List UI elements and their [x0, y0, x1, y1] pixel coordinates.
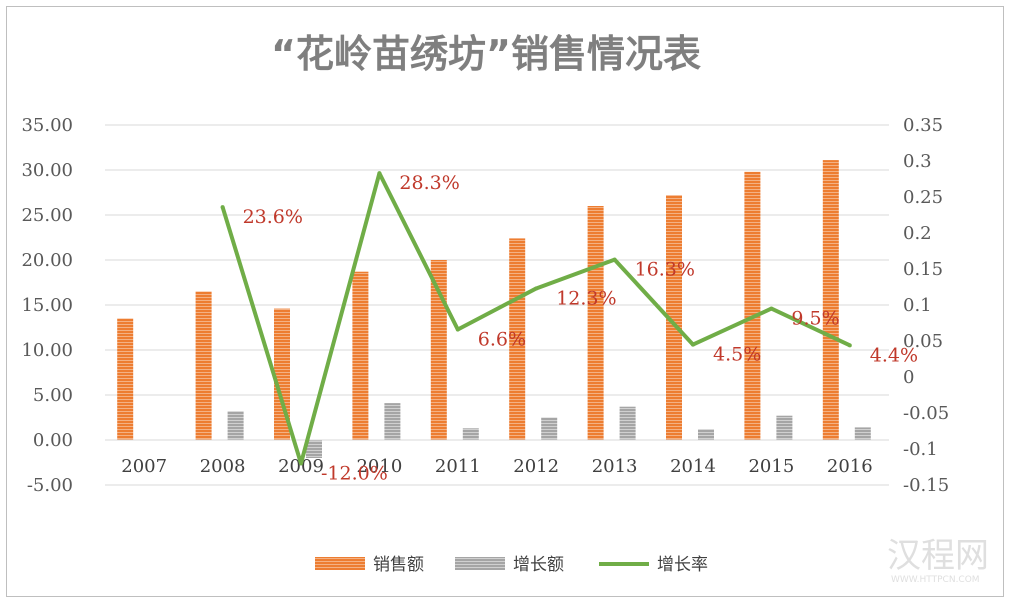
growth-rate-label: 16.3% [635, 259, 695, 281]
growth-rate-label: 9.5% [791, 308, 839, 330]
growth-amount-bar [462, 428, 479, 440]
right-tick-label: 0.2 [903, 223, 932, 244]
growth-rate-point [455, 327, 460, 332]
category-label: 2012 [513, 456, 559, 477]
right-tick-label: 0.05 [903, 331, 943, 352]
growth-amount-bar [384, 403, 401, 440]
right-tick-label: 0.1 [903, 295, 932, 316]
chart-title: “花岭苗绣坊”销售情况表 [271, 32, 701, 76]
growth-rate-label: 4.5% [713, 344, 761, 366]
category-label: 2008 [200, 456, 246, 477]
data-labels: 23.6% -12.0% 28.3% 6.6% 12.3% 16.3% 4.5% 9.5% 4.… [243, 172, 918, 484]
category-label: 2016 [827, 456, 873, 477]
watermark-text: 汉程网 [887, 536, 989, 576]
sales-bar [195, 291, 212, 440]
watermark: 汉程网 WWW.HTTPCN.COM [887, 536, 989, 585]
left-tick-label: 15.00 [21, 295, 73, 316]
growth-rate-label: 12.3% [556, 287, 616, 309]
left-tick-label: 5.00 [33, 385, 73, 406]
growth-amount-bar [698, 429, 714, 440]
left-tick-label: -5.00 [27, 475, 73, 496]
category-label: 2015 [748, 456, 794, 477]
sales-bar [666, 195, 682, 440]
growth-rate-label: 23.6% [243, 206, 303, 228]
growth-amount-bar [227, 411, 244, 440]
category-label: 2014 [670, 456, 716, 477]
legend-label: 销售额 [373, 555, 424, 575]
sales-bar [509, 238, 526, 440]
bars [117, 160, 871, 458]
chart-frame: “花岭苗绣坊”销售情况表 -5.00 0.00 5.00 10.00 15.00 20.0… [6, 6, 1004, 597]
growth-rate-line [220, 171, 852, 466]
sales-bar [822, 160, 839, 440]
sales-bar [587, 206, 604, 440]
legend-label: 增长额 [513, 555, 564, 575]
left-tick-label: 30.00 [21, 160, 73, 181]
category-label: 2007 [121, 456, 167, 477]
growth-rate-point [612, 257, 617, 262]
legend-label: 增长率 [657, 555, 708, 575]
left-tick-label: 20.00 [21, 250, 73, 271]
sales-bar [274, 308, 290, 440]
left-axis-ticks: -5.00 0.00 5.00 10.00 15.00 20.00 25.00 30.00 35… [21, 115, 73, 496]
growth-rate-point [377, 171, 382, 176]
sales-bar [352, 271, 369, 440]
chart: “花岭苗绣坊”销售情况表 -5.00 0.00 5.00 10.00 15.00 20.0… [21, 32, 989, 585]
sales-bar [117, 318, 134, 440]
left-tick-label: 35.00 [21, 115, 73, 136]
growth-rate-point [691, 342, 695, 347]
growth-rate-label: -12.0% [321, 462, 388, 484]
growth-rate-point [769, 306, 774, 311]
gridlines [105, 124, 889, 486]
left-tick-label: 25.00 [21, 205, 73, 226]
right-tick-label: 0.15 [903, 259, 943, 280]
growth-rate-point [534, 286, 539, 291]
category-label: 2011 [435, 456, 481, 477]
growth-rate-label: 28.3% [399, 172, 459, 194]
growth-amount-bar [541, 417, 558, 440]
legend-swatch [315, 557, 365, 570]
left-tick-label: 10.00 [21, 340, 73, 361]
growth-amount-bar [776, 415, 793, 440]
right-tick-label: 0.25 [903, 187, 943, 208]
category-label: 2010 [356, 456, 402, 477]
category-labels: 2007 2008 2009 2010 2011 2012 2013 2014 2015 2016 [121, 456, 872, 477]
legend: 销售额 增长额 增长率 [315, 555, 708, 575]
growth-rate-point [299, 461, 303, 466]
growth-amount-bar [854, 427, 871, 440]
legend-swatch [455, 557, 505, 570]
left-tick-label: 0.00 [33, 430, 73, 451]
growth-rate-label: 6.6% [478, 328, 526, 350]
right-tick-label: -0.05 [903, 403, 949, 424]
category-label: 2009 [278, 456, 324, 477]
growth-amount-bar [619, 406, 636, 440]
growth-rate-point [847, 343, 852, 348]
right-tick-label: 0.3 [903, 151, 932, 172]
sales-bar [744, 171, 761, 441]
right-tick-label: 0 [903, 367, 914, 388]
growth-rate-label: 4.4% [870, 344, 918, 366]
right-tick-label: -0.15 [903, 475, 949, 496]
right-tick-label: -0.1 [903, 439, 938, 460]
sales-bar [430, 260, 447, 440]
right-tick-label: 0.35 [903, 115, 943, 136]
category-label: 2013 [592, 456, 638, 477]
growth-amount-bar [306, 440, 322, 458]
watermark-url: WWW.HTTPCN.COM [891, 575, 980, 585]
right-axis-ticks: -0.15 -0.1 -0.05 0 0.05 0.1 0.15 0.2 0.25 0.3 0.35 [903, 115, 949, 496]
growth-rate-point [220, 205, 225, 210]
